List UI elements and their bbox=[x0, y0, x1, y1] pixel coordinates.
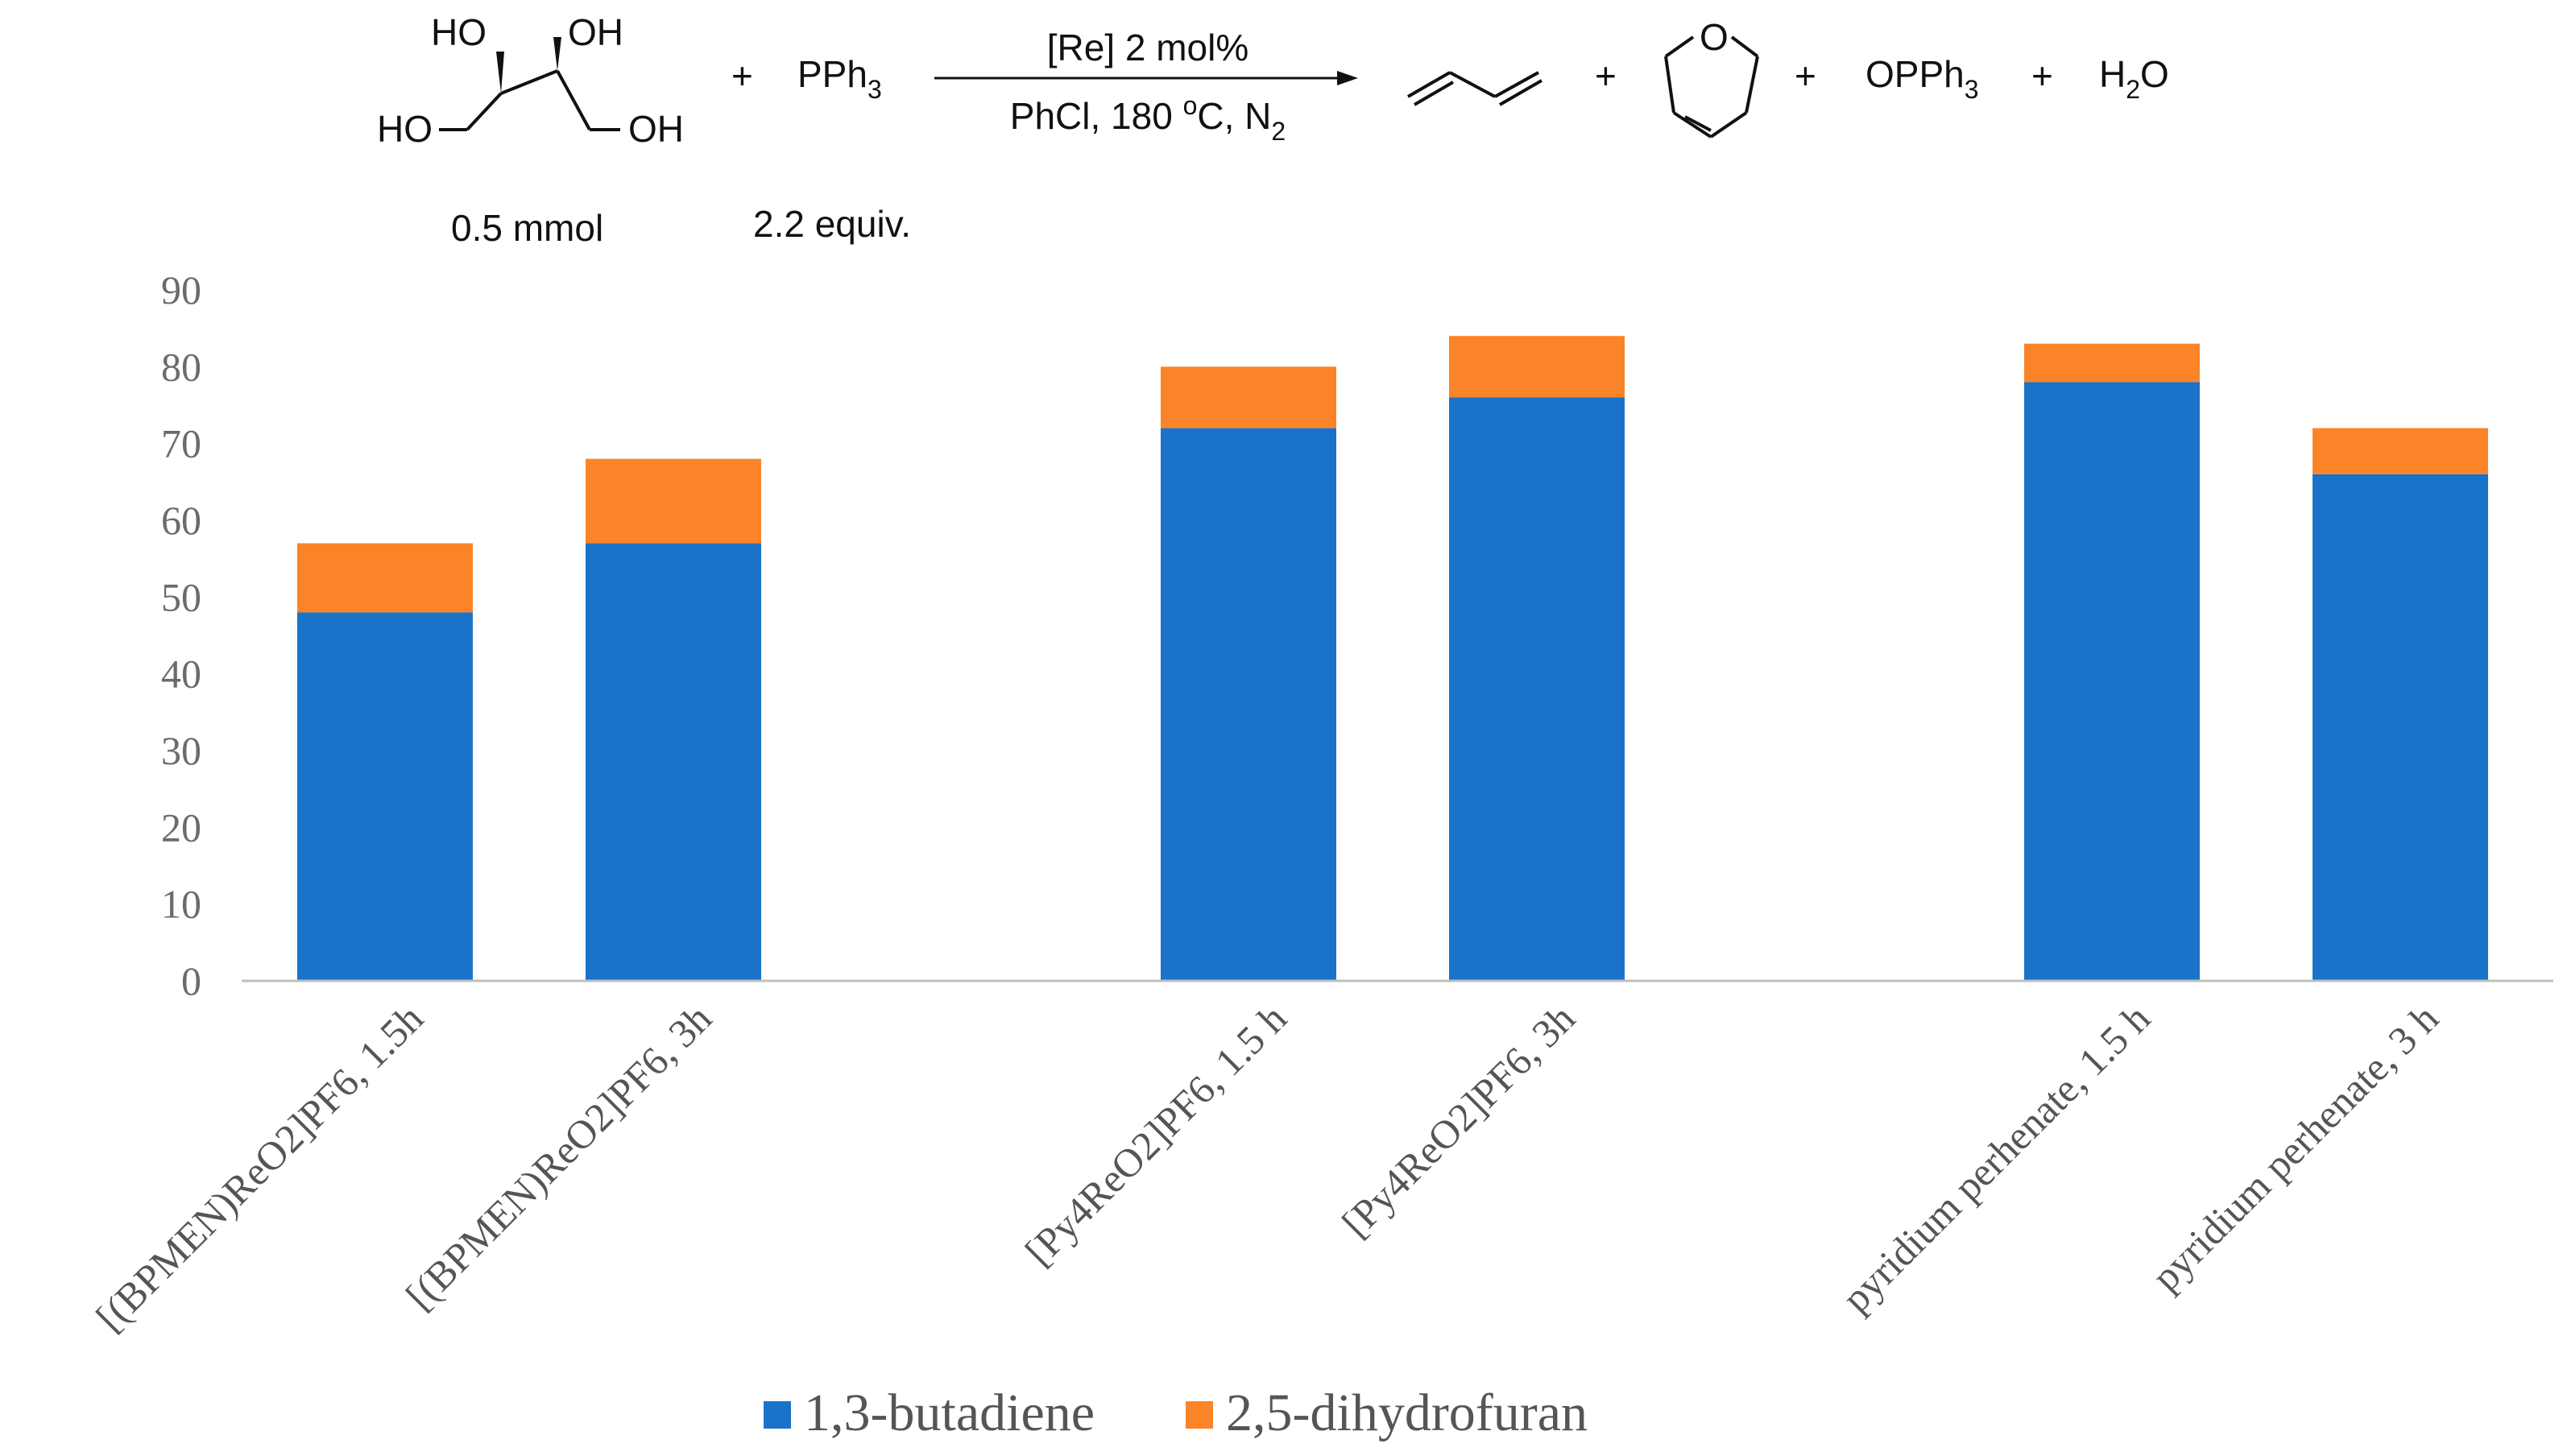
bar-2-5-dihydrofuran-1 bbox=[297, 543, 473, 613]
conditions-solvent-temp: PhCl, 180 oC, N2 bbox=[1010, 91, 1286, 146]
plus-sign-4: + bbox=[2031, 55, 2053, 97]
y-tick-label: 20 bbox=[161, 805, 201, 850]
y-tick-label: 90 bbox=[161, 267, 201, 312]
x-axis-labels: [(BPMEN)ReO2]PF6, 1.5h[(BPMEN)ReO2]PF6, … bbox=[87, 995, 2447, 1340]
y-tick-label: 80 bbox=[161, 344, 201, 389]
y-tick-label: 30 bbox=[161, 728, 201, 773]
plus-sign-1: + bbox=[731, 55, 753, 97]
plus-sign-2: + bbox=[1595, 55, 1617, 97]
oh-bottom-right: OH bbox=[628, 108, 684, 150]
bar-1-3-butadiene-2 bbox=[586, 543, 761, 981]
legend-label: 2,5-dihydrofuran bbox=[1226, 1384, 1588, 1442]
legend: 1,3-butadiene 2,5-dihydrofuran bbox=[764, 1384, 1588, 1442]
stacked-bar-chart: 0 10 20 30 40 50 60 70 80 90 [(BPMEN)ReO2]PF6, 1.… bbox=[87, 267, 2553, 1442]
water-formula: H2O bbox=[2099, 53, 2169, 104]
bar-2-5-dihydrofuran-5 bbox=[2024, 343, 2200, 383]
x-category-label: pyridium perhenate, 1.5 h bbox=[1833, 995, 2159, 1321]
plus-sign-3: + bbox=[1795, 55, 1816, 97]
reaction-scheme: HO OH HO OH 0.5 mmol + PPh3 2.2 equiv. [… bbox=[377, 11, 2169, 249]
bar-1-3-butadiene-5 bbox=[2024, 382, 2200, 981]
ho-top-left: HO bbox=[431, 11, 487, 53]
bar-2-5-dihydrofuran-4 bbox=[1449, 336, 1625, 398]
bars bbox=[297, 336, 2488, 981]
wedge-bond-left bbox=[496, 52, 504, 93]
reagent-2-amount: 2.2 equiv. bbox=[753, 203, 911, 245]
erythritol-structure bbox=[439, 37, 620, 131]
y-tick-label: 40 bbox=[161, 651, 201, 697]
dihydrofuran-oxygen: O bbox=[1700, 16, 1729, 58]
legend-swatch bbox=[1186, 1401, 1213, 1429]
bar-1-3-butadiene-3 bbox=[1161, 428, 1336, 981]
reagent-1-amount: 0.5 mmol bbox=[451, 207, 603, 249]
ho-bottom-left: HO bbox=[377, 108, 433, 150]
x-category-label: [(BPMEN)ReO2]PF6, 3h bbox=[397, 995, 720, 1318]
dihydrofuran-structure bbox=[1664, 35, 1759, 139]
y-tick-label: 10 bbox=[161, 882, 201, 927]
bar-1-3-butadiene-1 bbox=[297, 612, 473, 981]
legend-swatch bbox=[764, 1401, 791, 1429]
opph3-formula: OPPh3 bbox=[1865, 53, 1979, 104]
x-category-label: [Py4ReO2]PF6, 1.5 h bbox=[1017, 995, 1295, 1274]
x-category-label: pyridium perhenate, 3 h bbox=[2143, 995, 2446, 1299]
oh-top-right: OH bbox=[568, 11, 623, 53]
butadiene-structure bbox=[1407, 71, 1542, 106]
reaction-arrow bbox=[934, 71, 1358, 85]
y-tick-label: 50 bbox=[161, 574, 201, 619]
bar-1-3-butadiene-4 bbox=[1449, 397, 1625, 981]
y-tick-label: 60 bbox=[161, 498, 201, 543]
conditions-catalyst: [Re] 2 mol% bbox=[1047, 27, 1249, 68]
legend-label: 1,3-butadiene bbox=[804, 1384, 1095, 1442]
bar-2-5-dihydrofuran-2 bbox=[586, 458, 761, 544]
wedge-bond-right bbox=[553, 37, 561, 71]
bar-2-5-dihydrofuran-3 bbox=[1161, 366, 1336, 428]
x-category-label: [Py4ReO2]PF6, 3h bbox=[1333, 995, 1584, 1246]
y-tick-label: 0 bbox=[181, 958, 201, 1003]
pph3-formula: PPh3 bbox=[797, 53, 882, 104]
bar-2-5-dihydrofuran-6 bbox=[2313, 428, 2488, 474]
x-category-label: [(BPMEN)ReO2]PF6, 1.5h bbox=[87, 995, 432, 1340]
y-axis-ticks: 0 10 20 30 40 50 60 70 80 90 bbox=[161, 267, 201, 1003]
bar-1-3-butadiene-6 bbox=[2313, 474, 2488, 981]
y-tick-label: 70 bbox=[161, 421, 201, 466]
